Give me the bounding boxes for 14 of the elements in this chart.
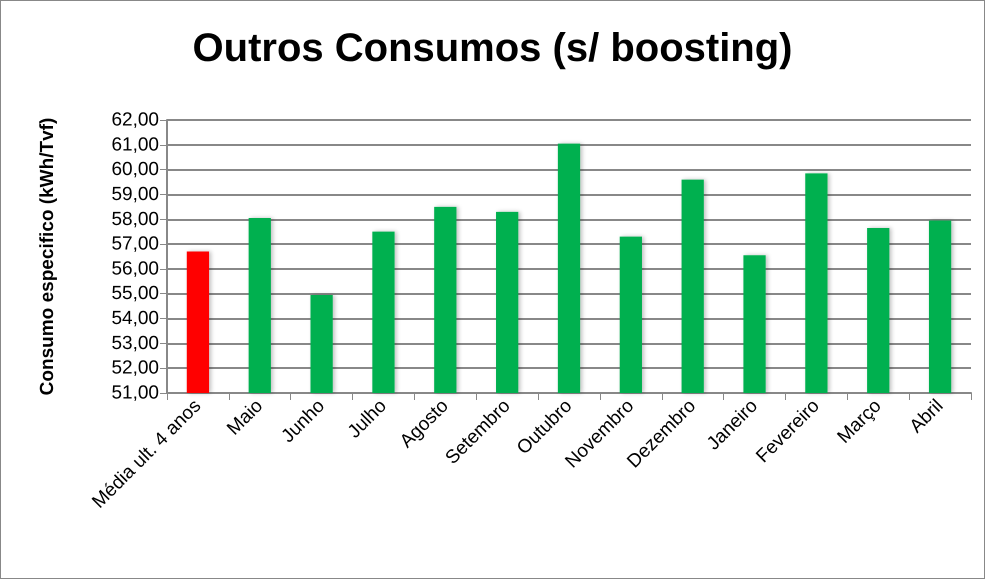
y-tick-label: 58,00 — [111, 208, 159, 230]
y-tick-label: 62,00 — [111, 110, 159, 130]
y-tick-label: 60,00 — [111, 159, 159, 180]
y-tick-label: 56,00 — [111, 258, 159, 280]
y-tick-label: 61,00 — [111, 134, 159, 156]
y-tick-label: 55,00 — [111, 283, 159, 304]
y-tick-label: 57,00 — [111, 234, 159, 255]
y-tick-label: 52,00 — [111, 358, 159, 379]
y-tick-label: 59,00 — [111, 184, 159, 205]
y-tick-label: 53,00 — [111, 332, 159, 354]
y-tick-label: 54,00 — [111, 308, 159, 330]
y-axis-title: Consumo especifico (kWh/Tvf) — [37, 118, 58, 396]
chart-title: Outros Consumos (s/ boosting) — [192, 26, 792, 70]
y-tick-label: 51,00 — [111, 382, 159, 404]
